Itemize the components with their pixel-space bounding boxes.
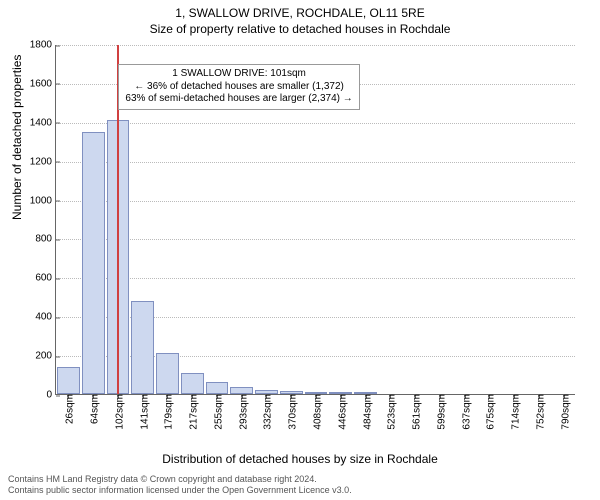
histogram-bar (181, 373, 204, 394)
annotation-box: 1 SWALLOW DRIVE: 101sqm← 36% of detached… (118, 64, 359, 110)
x-tick-label: 26sqm (61, 394, 76, 424)
y-tick-label: 1000 (30, 195, 56, 206)
histogram-bar (156, 353, 179, 394)
x-tick-label: 752sqm (531, 394, 546, 430)
y-tick-label: 400 (35, 312, 56, 323)
y-axis-label: Number of detached properties (10, 55, 24, 220)
y-tick-label: 1400 (30, 117, 56, 128)
annotation-line: ← 36% of detached houses are smaller (1,… (125, 81, 352, 94)
histogram-bar (57, 367, 80, 394)
x-tick-label: 102sqm (110, 394, 125, 430)
histogram-bar (131, 301, 154, 394)
y-tick-label: 1800 (30, 40, 56, 51)
x-tick-label: 179sqm (160, 394, 175, 430)
chart-title-block: 1, SWALLOW DRIVE, ROCHDALE, OL11 5RE Siz… (0, 0, 600, 37)
title-line-1: 1, SWALLOW DRIVE, ROCHDALE, OL11 5RE (0, 6, 600, 22)
annotation-line: 1 SWALLOW DRIVE: 101sqm (125, 68, 352, 81)
attribution-footer: Contains HM Land Registry data © Crown c… (8, 474, 352, 496)
y-tick-label: 600 (35, 273, 56, 284)
x-tick-label: 446sqm (333, 394, 348, 430)
x-tick-label: 790sqm (556, 394, 571, 430)
histogram-bar (230, 387, 253, 394)
x-tick-label: 293sqm (234, 394, 249, 430)
annotation-line: 63% of semi-detached houses are larger (… (125, 93, 352, 106)
y-tick-label: 1600 (30, 78, 56, 89)
x-tick-label: 675sqm (482, 394, 497, 430)
gridline (56, 239, 575, 240)
gridline (56, 162, 575, 163)
x-tick-label: 64sqm (86, 394, 101, 424)
x-tick-label: 599sqm (432, 394, 447, 430)
gridline (56, 45, 575, 46)
x-tick-label: 408sqm (309, 394, 324, 430)
attribution-line-2: Contains public sector information licen… (8, 485, 352, 496)
x-tick-label: 523sqm (383, 394, 398, 430)
x-tick-label: 370sqm (284, 394, 299, 430)
x-tick-label: 561sqm (408, 394, 423, 430)
x-tick-label: 637sqm (457, 394, 472, 430)
title-line-2: Size of property relative to detached ho… (0, 22, 600, 38)
x-tick-label: 255sqm (209, 394, 224, 430)
y-tick-label: 800 (35, 234, 56, 245)
plot-area: 02004006008001000120014001600180026sqm64… (55, 45, 575, 395)
x-tick-label: 332sqm (259, 394, 274, 430)
gridline (56, 201, 575, 202)
y-tick-label: 200 (35, 351, 56, 362)
histogram-bar (82, 132, 105, 395)
y-tick-label: 0 (46, 390, 56, 401)
gridline (56, 123, 575, 124)
x-axis-label: Distribution of detached houses by size … (0, 452, 600, 466)
chart-area: 02004006008001000120014001600180026sqm64… (55, 45, 575, 395)
x-tick-label: 714sqm (507, 394, 522, 430)
y-tick-label: 1200 (30, 156, 56, 167)
gridline (56, 278, 575, 279)
x-tick-label: 141sqm (135, 394, 150, 430)
attribution-line-1: Contains HM Land Registry data © Crown c… (8, 474, 352, 485)
x-tick-label: 484sqm (358, 394, 373, 430)
histogram-bar (206, 382, 229, 394)
x-tick-label: 217sqm (185, 394, 200, 430)
